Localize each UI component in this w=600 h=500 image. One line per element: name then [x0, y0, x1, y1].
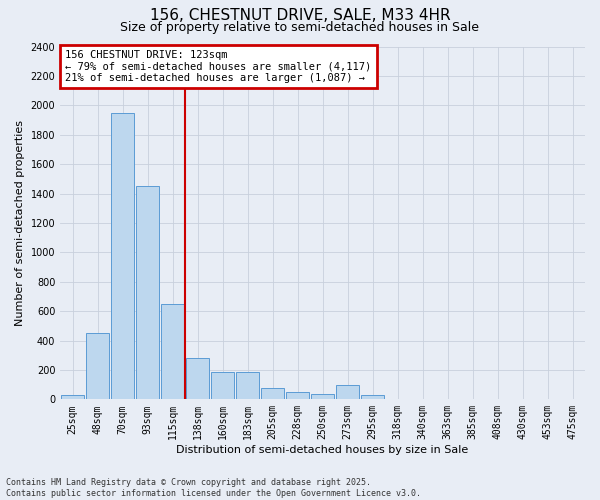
- Text: 156, CHESTNUT DRIVE, SALE, M33 4HR: 156, CHESTNUT DRIVE, SALE, M33 4HR: [149, 8, 451, 22]
- Bar: [262, 388, 284, 400]
- Bar: [286, 392, 309, 400]
- Text: Contains HM Land Registry data © Crown copyright and database right 2025.
Contai: Contains HM Land Registry data © Crown c…: [6, 478, 421, 498]
- Bar: [211, 372, 234, 400]
- Bar: [386, 398, 409, 400]
- Bar: [86, 333, 109, 400]
- Y-axis label: Number of semi-detached properties: Number of semi-detached properties: [15, 120, 25, 326]
- Bar: [187, 358, 209, 400]
- Bar: [136, 186, 159, 400]
- Text: Size of property relative to semi-detached houses in Sale: Size of property relative to semi-detach…: [121, 21, 479, 34]
- Bar: [412, 398, 434, 400]
- Bar: [112, 112, 134, 400]
- Bar: [311, 394, 334, 400]
- Bar: [61, 395, 84, 400]
- X-axis label: Distribution of semi-detached houses by size in Sale: Distribution of semi-detached houses by …: [176, 445, 469, 455]
- Bar: [236, 372, 259, 400]
- Bar: [337, 384, 359, 400]
- Text: 156 CHESTNUT DRIVE: 123sqm
← 79% of semi-detached houses are smaller (4,117)
21%: 156 CHESTNUT DRIVE: 123sqm ← 79% of semi…: [65, 50, 371, 83]
- Bar: [361, 395, 384, 400]
- Bar: [161, 304, 184, 400]
